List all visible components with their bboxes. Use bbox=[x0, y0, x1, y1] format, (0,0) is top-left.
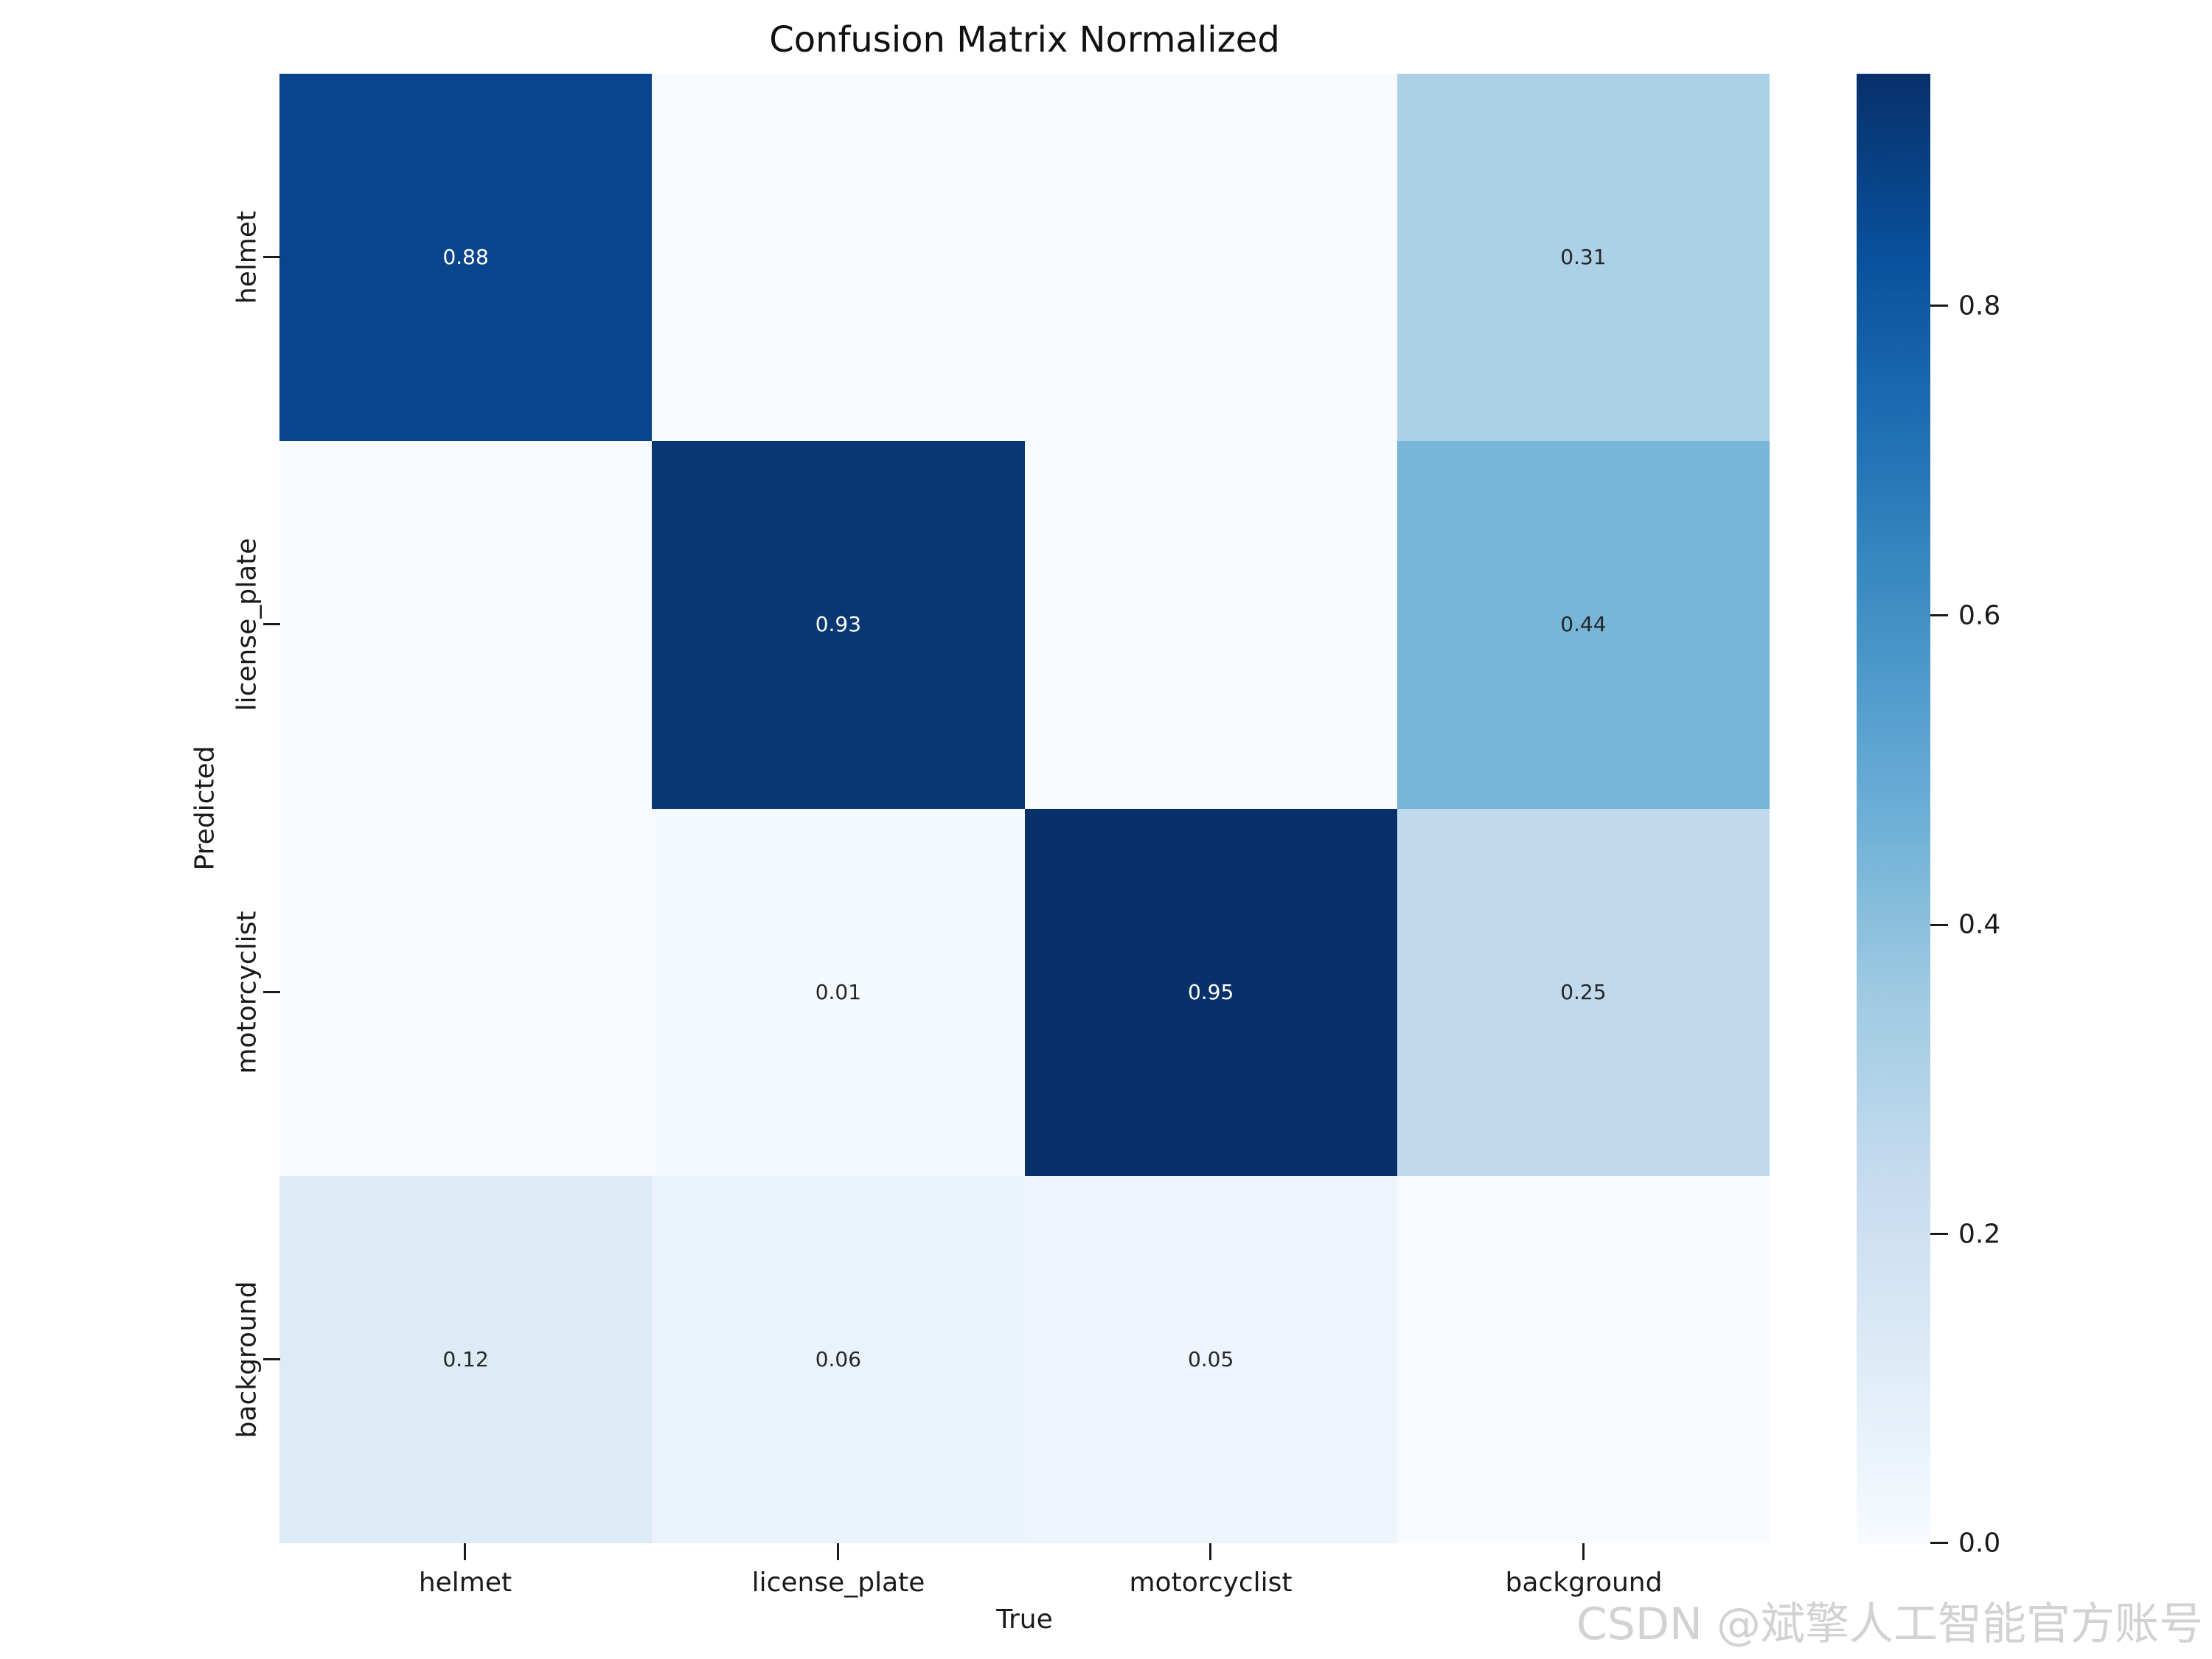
y-tick-label: background bbox=[232, 1281, 262, 1439]
y-tick-mark bbox=[263, 1358, 280, 1360]
x-tick-label: license_plate bbox=[751, 1568, 925, 1598]
heatmap: 0.88 0.31 0.93 0.44 0.01 0.95 0.25 0.12 … bbox=[279, 74, 1770, 1543]
heatmap-cell bbox=[279, 808, 653, 1176]
colorbar bbox=[1857, 74, 1930, 1544]
y-axis-label: Predicted bbox=[189, 745, 220, 871]
x-tick-mark bbox=[1209, 1543, 1211, 1560]
heatmap-cell: 0.01 bbox=[652, 808, 1025, 1176]
heatmap-cell bbox=[1397, 1175, 1770, 1543]
colorbar-tick-mark bbox=[1930, 1542, 1948, 1544]
cell-value: 0.44 bbox=[1560, 612, 1607, 637]
heatmap-cell: 0.95 bbox=[1024, 808, 1397, 1176]
heatmap-cell: 0.12 bbox=[279, 1175, 653, 1543]
heatmap-cell: 0.05 bbox=[1024, 1175, 1397, 1543]
watermark: CSDN @斌擎人工智能官方账号 bbox=[1576, 1599, 2203, 1650]
heatmap-cell bbox=[279, 441, 653, 809]
y-tick-label: motorcyclist bbox=[232, 911, 262, 1074]
colorbar-tick-mark bbox=[1930, 1233, 1948, 1235]
x-tick-label: helmet bbox=[418, 1568, 512, 1598]
cell-value: 0.12 bbox=[442, 1346, 489, 1371]
x-tick-label: background bbox=[1505, 1568, 1663, 1598]
heatmap-cell: 0.25 bbox=[1397, 808, 1770, 1176]
heatmap-cell: 0.93 bbox=[652, 441, 1025, 809]
heatmap-cell bbox=[1024, 441, 1397, 809]
chart-title: Confusion Matrix Normalized bbox=[769, 19, 1280, 60]
colorbar-tick-mark bbox=[1930, 924, 1948, 926]
colorbar-tick-label: 0.2 bbox=[1958, 1219, 2001, 1250]
x-tick-mark bbox=[837, 1543, 839, 1560]
cell-value: 0.93 bbox=[815, 612, 862, 637]
cell-value: 0.88 bbox=[442, 245, 489, 270]
colorbar-tick-label: 0.8 bbox=[1958, 291, 2001, 321]
y-tick-mark bbox=[263, 991, 280, 993]
cell-value: 0.01 bbox=[815, 979, 862, 1004]
y-tick-mark bbox=[263, 256, 280, 258]
x-tick-mark bbox=[1582, 1543, 1585, 1560]
heatmap-cell: 0.44 bbox=[1397, 441, 1770, 809]
heatmap-cell: 0.31 bbox=[1397, 74, 1770, 442]
cell-value: 0.95 bbox=[1187, 979, 1234, 1004]
heatmap-cell bbox=[652, 74, 1025, 442]
cell-value: 0.06 bbox=[815, 1346, 862, 1371]
heatmap-cell: 0.88 bbox=[279, 74, 653, 442]
heatmap-cell bbox=[1024, 74, 1397, 442]
y-tick-label: license_plate bbox=[232, 538, 262, 712]
x-tick-mark bbox=[464, 1543, 466, 1560]
cell-value: 0.25 bbox=[1560, 979, 1607, 1004]
colorbar-tick-mark bbox=[1930, 305, 1948, 307]
colorbar-tick-label: 0.4 bbox=[1958, 909, 2001, 940]
y-tick-label: helmet bbox=[232, 210, 262, 305]
y-tick-mark bbox=[263, 623, 280, 625]
colorbar-tick-mark bbox=[1930, 614, 1948, 616]
colorbar-tick-label: 0.6 bbox=[1958, 600, 2001, 631]
x-axis-label: True bbox=[996, 1604, 1053, 1635]
colorbar-tick-label: 0.0 bbox=[1958, 1528, 2001, 1559]
x-tick-label: motorcyclist bbox=[1129, 1568, 1293, 1598]
heatmap-cell: 0.06 bbox=[652, 1175, 1025, 1543]
cell-value: 0.31 bbox=[1560, 245, 1607, 270]
cell-value: 0.05 bbox=[1187, 1346, 1234, 1371]
